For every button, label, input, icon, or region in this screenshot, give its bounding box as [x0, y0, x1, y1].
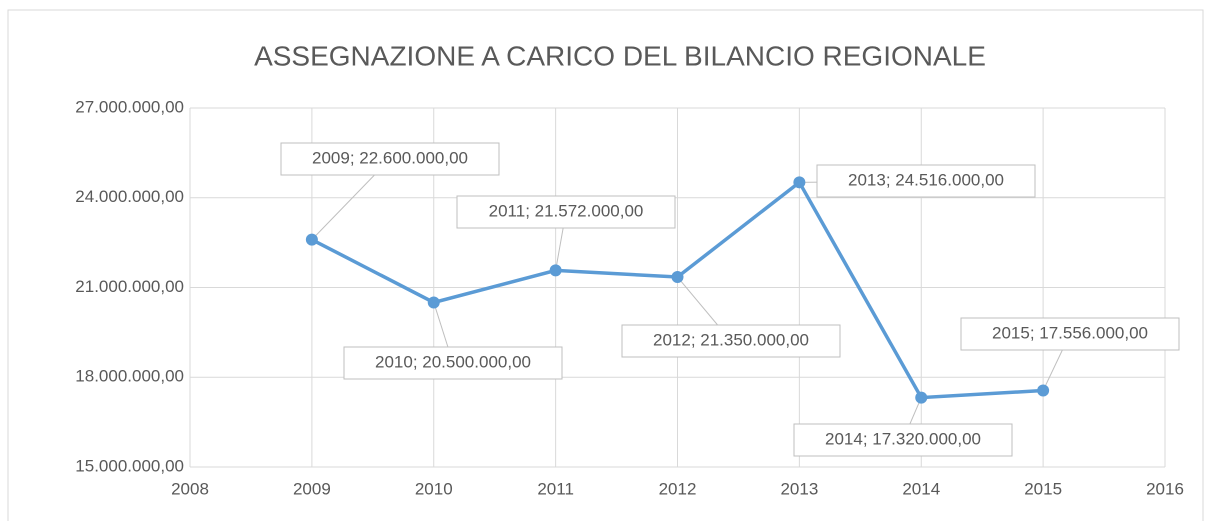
y-tick-label: 21.000.000,00: [75, 277, 184, 296]
chart-title: ASSEGNAZIONE A CARICO DEL BILANCIO REGIO…: [254, 40, 986, 71]
data-point: [549, 264, 562, 277]
label-box: [816, 164, 1036, 198]
data-label: 2009; 22.600.000,00: [312, 148, 468, 167]
data-point: [793, 176, 806, 189]
x-tick-label: 2012: [659, 479, 697, 498]
y-tick-label: 27.000.000,00: [75, 97, 184, 116]
data-point: [1037, 384, 1050, 397]
data-label: 2015; 17.556.000,00: [992, 323, 1148, 342]
data-point: [671, 271, 684, 284]
data-label: 2010; 20.500.000,00: [375, 352, 531, 371]
x-tick-label: 2014: [902, 479, 940, 498]
label-box: [793, 423, 1013, 457]
y-tick-label: 24.000.000,00: [75, 187, 184, 206]
data-point: [305, 233, 318, 246]
data-label: 2012; 21.350.000,00: [653, 330, 809, 349]
x-tick-label: 2011: [537, 479, 574, 498]
x-tick-label: 2015: [1024, 479, 1062, 498]
x-tick-label: 2009: [293, 479, 331, 498]
data-point: [915, 391, 928, 404]
label-box: [456, 195, 676, 229]
data-label: 2013; 24.516.000,00: [848, 170, 1004, 189]
label-box: [621, 324, 841, 358]
data-label: 2014; 17.320.000,00: [825, 429, 981, 448]
label-box: [960, 317, 1180, 351]
x-tick-label: 2010: [415, 479, 453, 498]
data-label: 2011; 21.572.000,00: [489, 201, 644, 220]
x-tick-label: 2016: [1146, 479, 1184, 498]
y-tick-label: 18.000.000,00: [75, 367, 184, 386]
y-tick-label: 15.000.000,00: [75, 456, 184, 475]
data-point: [427, 296, 440, 309]
label-box: [343, 346, 563, 380]
chart-border: [7, 9, 1204, 521]
x-tick-label: 2013: [780, 479, 818, 498]
label-box: [280, 142, 500, 176]
x-tick-label: 2008: [171, 479, 209, 498]
